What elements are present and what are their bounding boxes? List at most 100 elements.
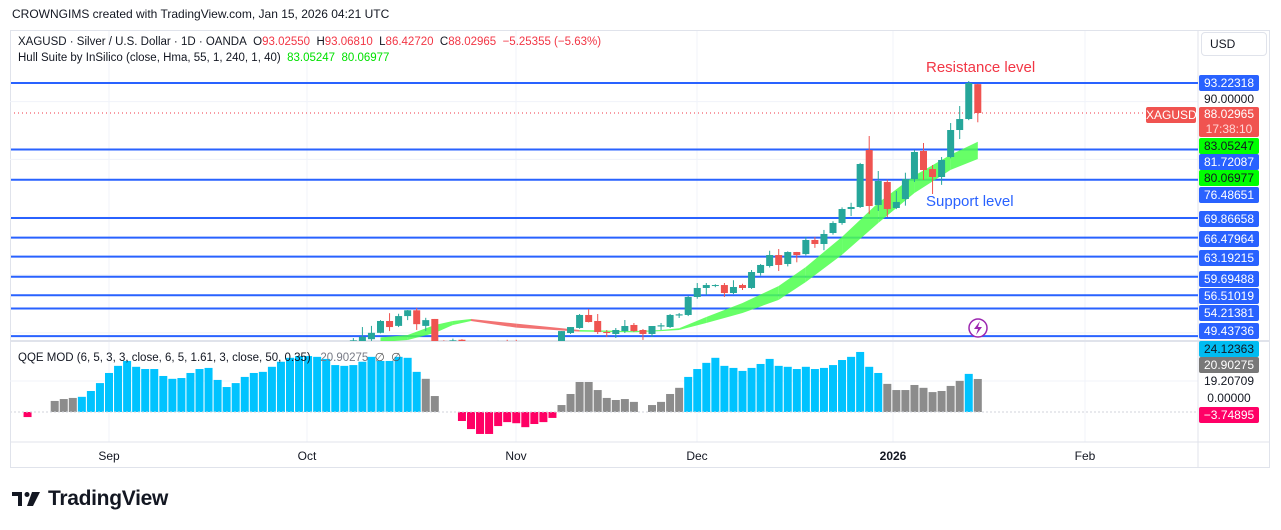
candle bbox=[630, 323, 638, 333]
candle-body bbox=[920, 150, 927, 171]
candle bbox=[449, 338, 457, 341]
qqe-bar bbox=[86, 390, 95, 412]
candle-body bbox=[856, 163, 864, 207]
candle-body bbox=[594, 320, 602, 333]
qqe-bar bbox=[847, 356, 856, 412]
candle-body bbox=[431, 318, 439, 341]
candle bbox=[367, 325, 375, 341]
qqe-bar bbox=[566, 393, 575, 412]
qqe-bar bbox=[928, 392, 937, 412]
candle-body bbox=[702, 285, 710, 288]
candle bbox=[594, 313, 602, 334]
candle bbox=[440, 340, 448, 341]
qqe-bar bbox=[955, 380, 964, 412]
qqe-bar bbox=[476, 412, 485, 434]
candle-body bbox=[666, 314, 674, 327]
candle-body bbox=[639, 329, 647, 334]
symbol-legend[interactable]: XAGUSD · Silver / U.S. Dollar · 1D · OAN… bbox=[18, 36, 601, 48]
qqe-bar bbox=[919, 387, 928, 412]
candle-body bbox=[874, 180, 882, 205]
qqe-bar bbox=[702, 362, 711, 412]
qqe-bar bbox=[403, 357, 412, 412]
candle-body bbox=[802, 240, 810, 255]
qqe-bar bbox=[150, 369, 159, 412]
candle bbox=[567, 327, 575, 334]
qqe-bar bbox=[494, 412, 503, 427]
candle bbox=[811, 236, 819, 248]
current-price: 88.02965 bbox=[1203, 107, 1255, 121]
qqe-bar bbox=[141, 369, 150, 412]
qqe-bar bbox=[602, 397, 611, 412]
qqe-bar bbox=[313, 356, 322, 412]
hull-label-1: 83.05247 bbox=[1199, 138, 1259, 154]
lightning-icon[interactable] bbox=[968, 318, 988, 338]
hull-legend[interactable]: Hull Suite by InSilico (close, Hma, 55, … bbox=[18, 52, 389, 64]
qqe-bar bbox=[783, 366, 792, 412]
candle bbox=[404, 309, 412, 321]
hull-indicator-name: Hull Suite by InSilico (close, Hma, 55, … bbox=[18, 52, 281, 64]
candle bbox=[775, 249, 783, 271]
qqe-bar bbox=[738, 370, 747, 412]
qqe-bar bbox=[77, 396, 86, 412]
qqe-histogram bbox=[23, 351, 982, 434]
candle bbox=[910, 150, 918, 183]
open-value: 93.02550 bbox=[262, 36, 311, 48]
candle-body bbox=[929, 169, 937, 178]
candle-body bbox=[739, 285, 746, 288]
candle bbox=[838, 207, 846, 225]
author-credit: CROWNGIMS created with TradingView.com, … bbox=[12, 7, 390, 21]
time-label: Nov bbox=[505, 449, 527, 463]
candle-body bbox=[349, 340, 357, 341]
qqe-bar bbox=[50, 400, 59, 412]
candle-body bbox=[883, 182, 891, 210]
candle bbox=[729, 280, 737, 295]
candle-body bbox=[829, 223, 837, 234]
candle bbox=[947, 123, 955, 159]
candle-body bbox=[711, 285, 719, 287]
candle bbox=[766, 250, 774, 268]
candle bbox=[748, 270, 756, 289]
candle-body bbox=[865, 150, 873, 207]
hull-value-2: 80.06977 bbox=[341, 52, 390, 64]
hull-segment bbox=[471, 318, 517, 328]
candle bbox=[865, 136, 873, 214]
candle-body bbox=[766, 255, 774, 267]
level-label: 54.21381 bbox=[1199, 305, 1259, 321]
qqe-bar bbox=[856, 351, 865, 412]
qqe-bar bbox=[792, 369, 801, 412]
qqe-axis-label: 24.12363 bbox=[1199, 341, 1259, 357]
candle bbox=[603, 329, 611, 337]
qqe-bar bbox=[358, 361, 367, 412]
qqe-bar bbox=[720, 365, 729, 412]
candle bbox=[856, 162, 864, 208]
qqe-bar bbox=[973, 378, 982, 412]
candle-body bbox=[386, 320, 394, 328]
qqe-bar bbox=[648, 405, 656, 412]
qqe-bar bbox=[557, 405, 566, 412]
qqe-bar bbox=[512, 412, 521, 424]
hull-label-2: 80.06977 bbox=[1199, 170, 1259, 186]
qqe-bar bbox=[819, 367, 828, 412]
candle-body bbox=[847, 206, 855, 210]
candle bbox=[693, 283, 701, 299]
qqe-bar bbox=[901, 390, 910, 412]
candle bbox=[702, 283, 710, 295]
candle-body bbox=[367, 332, 375, 340]
candle-body bbox=[358, 336, 366, 341]
candle bbox=[938, 157, 946, 185]
qqe-bar bbox=[693, 369, 702, 412]
qqe-bar bbox=[684, 376, 693, 412]
currency-selector[interactable]: USD bbox=[1201, 32, 1267, 56]
candle bbox=[621, 319, 629, 334]
qqe-value: 20.90275 bbox=[320, 352, 369, 364]
candle-body bbox=[404, 310, 412, 317]
qqe-bar bbox=[177, 378, 186, 412]
qqe-legend[interactable]: QQE MOD (6, 5, 3, 3, close, 6, 5, 1.61, … bbox=[18, 350, 401, 364]
qqe-bar bbox=[865, 366, 874, 412]
candle bbox=[639, 329, 647, 340]
qqe-bar bbox=[168, 378, 177, 412]
candle bbox=[847, 202, 855, 217]
candle bbox=[648, 326, 656, 337]
candle-body bbox=[657, 325, 665, 327]
